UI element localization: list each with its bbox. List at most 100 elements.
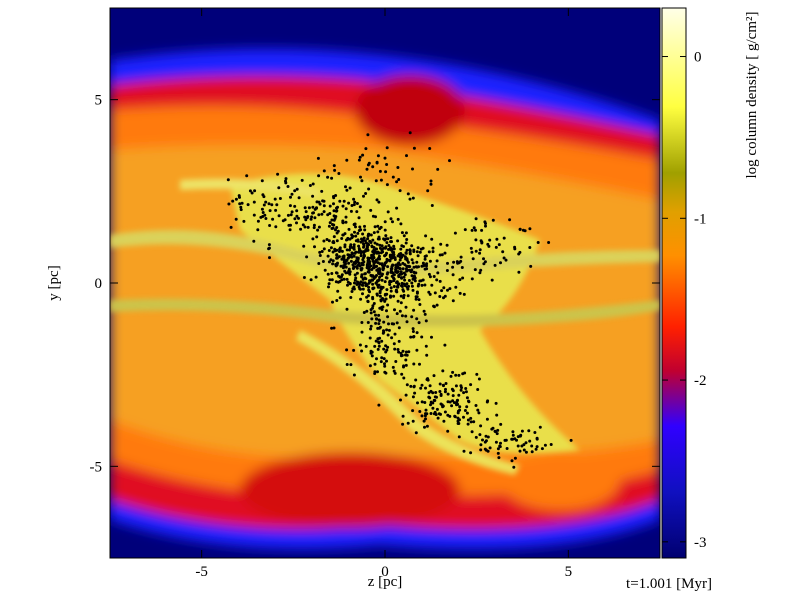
- star-particle: [361, 153, 365, 157]
- star-particle: [397, 252, 401, 256]
- star-particle: [318, 250, 322, 254]
- star-particle: [421, 246, 425, 250]
- star-particle: [511, 433, 515, 437]
- star-particle: [401, 349, 405, 353]
- star-particle: [386, 237, 390, 241]
- star-particle: [359, 280, 363, 284]
- star-particle: [391, 254, 395, 258]
- star-particle: [374, 321, 378, 325]
- star-particle: [302, 276, 306, 279]
- star-particle: [436, 271, 440, 275]
- star-particle: [370, 253, 374, 257]
- star-particle: [533, 431, 537, 434]
- star-particle: [474, 217, 478, 221]
- star-particle: [494, 245, 498, 249]
- star-particle: [370, 268, 374, 271]
- star-particle: [332, 235, 336, 239]
- star-particle: [277, 214, 281, 218]
- star-particle: [362, 242, 366, 246]
- star-particle: [361, 239, 365, 243]
- star-particle: [389, 240, 393, 244]
- star-particle: [389, 289, 393, 293]
- star-particle: [338, 199, 342, 203]
- colorbar-tick-label: -2: [694, 373, 707, 389]
- star-particle: [469, 420, 473, 424]
- star-particle: [379, 178, 383, 182]
- star-particle: [374, 313, 377, 317]
- star-particle: [412, 265, 416, 269]
- star-particle: [479, 268, 483, 272]
- star-particle: [451, 399, 455, 403]
- x-tick-label: 0: [381, 564, 389, 580]
- star-particle: [311, 182, 315, 186]
- star-particle: [393, 371, 397, 375]
- star-particle: [538, 425, 542, 429]
- star-particle: [389, 286, 393, 290]
- star-particle: [391, 220, 394, 224]
- star-particle: [395, 321, 399, 325]
- star-particle: [490, 278, 494, 282]
- star-particle: [422, 419, 426, 423]
- star-particle: [496, 447, 500, 451]
- star-particle: [335, 206, 338, 210]
- star-particle: [440, 289, 444, 293]
- star-particle: [467, 400, 471, 404]
- star-particle: [382, 347, 386, 351]
- star-particle: [534, 447, 538, 451]
- star-particle: [330, 326, 334, 330]
- star-particle: [392, 273, 396, 277]
- star-particle: [469, 451, 473, 455]
- star-particle: [381, 250, 385, 254]
- star-particle: [371, 304, 375, 308]
- star-particle: [309, 217, 313, 221]
- star-particle: [371, 274, 375, 278]
- star-particle: [377, 318, 381, 322]
- star-particle: [290, 192, 294, 196]
- star-particle: [393, 256, 397, 260]
- star-particle: [377, 278, 381, 282]
- star-particle: [320, 189, 324, 193]
- star-particle: [389, 217, 393, 221]
- star-particle: [430, 335, 433, 339]
- star-particle: [252, 239, 256, 243]
- star-particle: [384, 276, 388, 280]
- star-particle: [330, 272, 334, 275]
- star-particle: [482, 262, 486, 266]
- star-particle: [401, 422, 405, 426]
- star-particle: [365, 283, 369, 287]
- star-particle: [366, 133, 370, 137]
- star-particle: [384, 261, 388, 264]
- star-particle: [267, 243, 271, 247]
- star-particle: [451, 389, 455, 393]
- star-particle: [380, 244, 384, 248]
- star-particle: [517, 270, 521, 274]
- y-tick-label: 0: [95, 276, 103, 292]
- star-particle: [419, 386, 423, 390]
- star-particle: [327, 239, 331, 243]
- star-particle: [349, 363, 353, 367]
- star-particle: [399, 247, 403, 251]
- star-particle: [411, 330, 415, 333]
- star-particle: [344, 207, 348, 211]
- star-particle: [495, 413, 499, 417]
- star-particle: [402, 271, 406, 275]
- star-particle: [512, 465, 516, 469]
- star-particle: [421, 278, 425, 282]
- star-particle: [453, 414, 457, 418]
- star-particle: [364, 344, 368, 348]
- star-particle: [385, 309, 388, 313]
- star-particle: [323, 268, 327, 272]
- star-particle: [529, 264, 533, 268]
- star-particle: [383, 156, 387, 160]
- star-particle: [463, 228, 467, 232]
- star-particle: [442, 286, 446, 290]
- star-particle: [392, 294, 396, 298]
- star-particle: [494, 430, 497, 434]
- star-particle: [372, 286, 376, 290]
- star-particle: [425, 262, 429, 266]
- star-particle: [412, 146, 416, 150]
- star-particle: [332, 202, 335, 206]
- star-particle: [283, 218, 287, 222]
- star-particle: [401, 267, 405, 271]
- star-particle: [373, 362, 377, 366]
